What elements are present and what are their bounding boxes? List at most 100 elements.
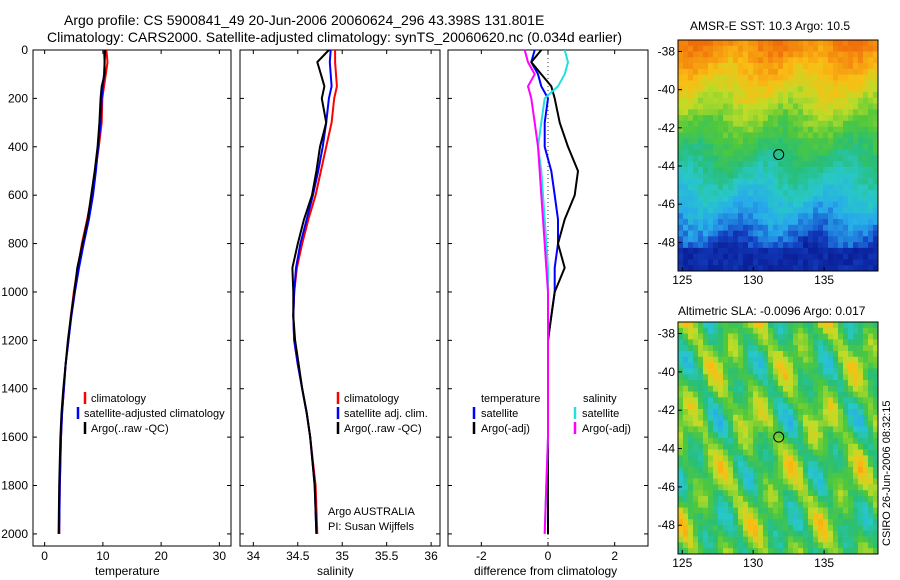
heatmap-cell bbox=[763, 542, 769, 549]
heatmap-cell bbox=[798, 327, 804, 334]
heatmap-cell bbox=[773, 247, 779, 254]
heatmap-cell bbox=[813, 265, 819, 272]
heatmap-cell bbox=[753, 530, 759, 537]
heatmap-cell bbox=[863, 178, 869, 185]
heatmap-cell bbox=[753, 219, 759, 226]
heatmap-cell bbox=[873, 438, 879, 445]
heatmap-cell bbox=[798, 184, 804, 191]
heatmap-cell bbox=[823, 461, 829, 468]
heatmap-cell bbox=[713, 155, 719, 162]
heatmap-cell bbox=[788, 161, 794, 168]
heatmap-cell bbox=[678, 126, 684, 133]
heatmap-cell bbox=[698, 548, 704, 555]
heatmap-cell bbox=[858, 120, 864, 127]
heatmap-cell bbox=[793, 380, 799, 387]
heatmap-cell bbox=[768, 542, 774, 549]
heatmap-cell bbox=[858, 213, 864, 220]
heatmap-cell bbox=[768, 190, 774, 197]
heatmap-cell bbox=[778, 397, 784, 404]
heatmap-cell bbox=[778, 530, 784, 537]
heatmap-cell bbox=[793, 91, 799, 99]
heatmap-cell bbox=[703, 219, 709, 226]
heatmap-cell bbox=[718, 496, 724, 503]
heatmap-cell bbox=[808, 80, 814, 87]
heatmap-cell bbox=[823, 167, 829, 174]
heatmap-cell bbox=[778, 74, 784, 81]
heatmap-cell bbox=[863, 91, 869, 99]
heatmap-cell bbox=[683, 259, 689, 266]
map-y-tick-label: -48 bbox=[658, 235, 676, 249]
heatmap-cell bbox=[708, 362, 714, 369]
heatmap-cell bbox=[693, 548, 699, 555]
heatmap-cell bbox=[788, 45, 794, 52]
heatmap-cell bbox=[738, 397, 744, 404]
heatmap-cell bbox=[823, 149, 829, 156]
heatmap-cell bbox=[873, 195, 879, 203]
heatmap-cell bbox=[823, 253, 829, 260]
heatmap-cell bbox=[793, 501, 799, 508]
heatmap-cell bbox=[698, 362, 704, 369]
heatmap-cell bbox=[838, 230, 844, 237]
heatmap-cell bbox=[748, 97, 754, 104]
heatmap-cell bbox=[803, 178, 809, 185]
csiro-timestamp-label: CSIRO 26-Jun-2006 08:32:15 bbox=[881, 400, 893, 546]
heatmap-cell bbox=[858, 63, 864, 70]
heatmap-cell bbox=[713, 120, 719, 127]
legend-label-argo: Argo(..raw -QC) bbox=[91, 423, 169, 435]
heatmap-cell bbox=[873, 449, 879, 456]
heatmap-cell bbox=[723, 167, 729, 174]
heatmap-cell bbox=[703, 265, 709, 272]
heatmap-cell bbox=[703, 391, 709, 398]
heatmap-cell bbox=[773, 149, 779, 156]
heatmap-cell bbox=[733, 45, 739, 52]
heatmap-cell bbox=[738, 501, 744, 508]
heatmap-cell bbox=[698, 219, 704, 226]
heatmap-cell bbox=[803, 426, 809, 433]
heatmap-cell bbox=[838, 115, 844, 122]
heatmap-cell bbox=[868, 484, 874, 491]
heatmap-cell bbox=[703, 443, 709, 450]
heatmap-cell bbox=[793, 461, 799, 468]
heatmap-cell bbox=[748, 167, 754, 174]
heatmap-cell bbox=[753, 380, 759, 387]
heatmap-cell bbox=[733, 455, 739, 462]
heatmap-cell bbox=[798, 178, 804, 185]
heatmap-cell bbox=[733, 155, 739, 162]
heatmap-cell bbox=[773, 496, 779, 503]
heatmap-cell bbox=[788, 507, 794, 514]
heatmap-cell bbox=[758, 472, 764, 479]
heatmap-cell bbox=[868, 57, 874, 64]
heatmap-cell bbox=[753, 161, 759, 168]
heatmap-cell bbox=[848, 167, 854, 174]
heatmap-cell bbox=[858, 167, 864, 174]
heatmap-cell bbox=[738, 490, 744, 497]
heatmap-cell bbox=[863, 253, 869, 260]
heatmap-cell bbox=[703, 432, 709, 439]
heatmap-cell bbox=[863, 184, 869, 191]
heatmap-cell bbox=[813, 224, 819, 231]
heatmap-cell bbox=[783, 253, 789, 260]
heatmap-cell bbox=[838, 265, 844, 272]
heatmap-cell bbox=[723, 484, 729, 491]
heatmap-cell bbox=[708, 109, 714, 116]
heatmap-cell bbox=[823, 201, 829, 208]
heatmap-cell bbox=[788, 484, 794, 491]
heatmap-cell bbox=[833, 351, 839, 358]
heatmap-cell bbox=[698, 345, 704, 352]
heatmap-cell bbox=[773, 86, 779, 93]
heatmap-cell bbox=[793, 115, 799, 122]
heatmap-cell bbox=[798, 507, 804, 514]
heatmap-cell bbox=[823, 322, 829, 329]
heatmap-cell bbox=[833, 242, 839, 249]
heatmap-cell bbox=[863, 443, 869, 450]
heatmap-cell bbox=[783, 496, 789, 503]
heatmap-cell bbox=[873, 236, 879, 243]
heatmap-cell bbox=[818, 51, 824, 58]
heatmap-cell bbox=[723, 224, 729, 231]
heatmap-cell bbox=[728, 345, 734, 352]
heatmap-cell bbox=[753, 333, 759, 340]
heatmap-cell bbox=[803, 507, 809, 514]
heatmap-cell bbox=[863, 397, 869, 404]
heatmap-cell bbox=[838, 74, 844, 81]
heatmap-cell bbox=[823, 438, 829, 445]
